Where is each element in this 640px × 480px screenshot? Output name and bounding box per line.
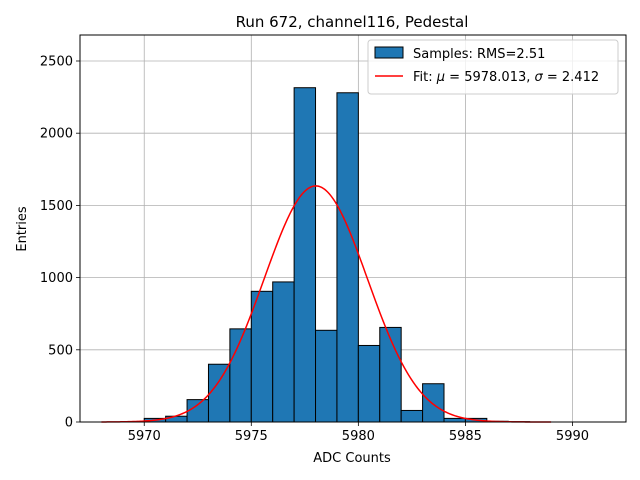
y-tick-label: 2500 bbox=[40, 54, 73, 69]
x-tick-label: 5970 bbox=[128, 429, 161, 444]
legend: Samples: RMS=2.51 Fit: μ = 5978.013, σ =… bbox=[367, 39, 619, 95]
legend-histogram-swatch bbox=[374, 46, 404, 59]
legend-box bbox=[367, 39, 619, 95]
histogram-bar bbox=[379, 326, 402, 423]
x-tick-label: 5980 bbox=[342, 429, 375, 444]
plot-frame bbox=[79, 34, 627, 423]
histogram-bar bbox=[272, 281, 295, 423]
y-axis-label: Entries bbox=[15, 206, 30, 252]
legend-fit-prefix: Fit: bbox=[413, 70, 437, 85]
histogram-bar bbox=[229, 328, 252, 423]
fit-curve-layer bbox=[101, 185, 552, 423]
chart-title: Run 672, channel116, Pedestal bbox=[236, 13, 469, 31]
histogram-bar bbox=[165, 415, 188, 423]
legend-histogram-label: Samples: RMS=2.51 bbox=[413, 47, 545, 62]
y-tick-label: 2000 bbox=[40, 127, 73, 142]
legend-fit-mu: μ bbox=[436, 70, 445, 85]
histogram-bar bbox=[293, 87, 317, 423]
histogram-bar bbox=[443, 417, 466, 423]
x-tick-label: 5990 bbox=[556, 429, 589, 444]
histogram-bar bbox=[250, 290, 274, 423]
legend-fit-sigma: σ bbox=[535, 70, 544, 85]
histogram-bar bbox=[186, 399, 209, 423]
x-axis-label: ADC Counts bbox=[313, 451, 391, 466]
histogram-bar bbox=[315, 329, 338, 423]
y-tick-label: 0 bbox=[65, 416, 73, 431]
histogram-bar bbox=[207, 363, 231, 423]
y-axis: 0 500 1000 1500 2000 2500 bbox=[40, 54, 80, 431]
histogram-bar bbox=[422, 383, 445, 423]
x-tick-label: 5985 bbox=[449, 429, 482, 444]
x-axis: 5970 5975 5980 5985 5990 bbox=[128, 422, 589, 444]
histogram-bar bbox=[336, 92, 359, 423]
x-tick-label: 5975 bbox=[235, 429, 268, 444]
legend-fit-mu-text: = 5978.013, bbox=[445, 70, 534, 85]
fit-curve bbox=[101, 185, 552, 423]
y-tick-label: 1500 bbox=[40, 199, 73, 214]
legend-fit-label: Fit: μ = 5978.013, σ = 2.412 bbox=[413, 70, 599, 85]
histogram-bar bbox=[400, 409, 424, 423]
histogram-bar bbox=[357, 344, 381, 423]
histogram-bars bbox=[143, 87, 531, 423]
legend-fit-sigma-text: = 2.412 bbox=[543, 70, 599, 85]
y-tick-label: 500 bbox=[48, 343, 73, 358]
y-tick-label: 1000 bbox=[40, 271, 73, 286]
